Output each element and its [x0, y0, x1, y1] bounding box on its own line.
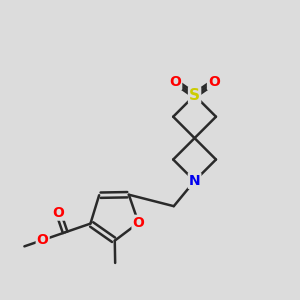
Text: N: N	[189, 174, 200, 188]
Text: O: O	[37, 233, 49, 247]
Text: O: O	[208, 75, 220, 89]
Text: O: O	[52, 206, 64, 220]
Text: O: O	[169, 75, 181, 89]
Text: O: O	[133, 216, 144, 230]
Text: S: S	[189, 88, 200, 103]
